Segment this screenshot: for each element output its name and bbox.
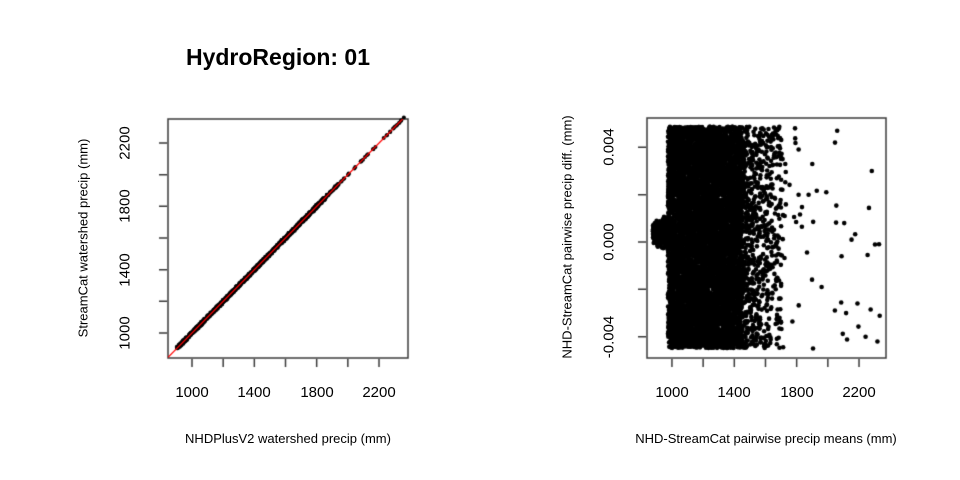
left-plot-y-axis-label: StreamCat watershed precip (mm) bbox=[75, 138, 91, 338]
right-plot-y-tick-label: -0.004 bbox=[600, 315, 618, 359]
left-plot-y-tick-label: 1000 bbox=[116, 316, 134, 350]
left-plot-x-tick-label: 1400 bbox=[237, 384, 271, 401]
left-plot-y-tick-label: 1400 bbox=[116, 253, 134, 287]
left-plot-x-tick-label: 2200 bbox=[362, 384, 396, 401]
right-plot-y-axis-label: NHD-StreamCat pairwise precip diff. (mm) bbox=[559, 115, 575, 359]
left-plot-y-tick-label: 2200 bbox=[116, 126, 134, 160]
right-plot-x-tick-label: 1800 bbox=[780, 384, 814, 401]
left-plot-y-tick-label: 1800 bbox=[116, 189, 134, 223]
right-plot-y-tick-label: 0.004 bbox=[600, 128, 618, 166]
right-plot-x-tick-label: 1000 bbox=[655, 384, 689, 401]
plot-title: HydroRegion: 01 bbox=[185, 44, 371, 70]
left-plot-x-tick-label: 1000 bbox=[175, 384, 209, 401]
left-plot-x-axis-label: NHDPlusV2 watershed precip (mm) bbox=[185, 431, 391, 446]
right-plot-x-tick-label: 1400 bbox=[717, 384, 751, 401]
right-plot-x-axis-label: NHD-StreamCat pairwise precip means (mm) bbox=[635, 431, 897, 446]
left-plot-x-tick-label: 1800 bbox=[300, 384, 334, 401]
right-plot-x-tick-label: 2200 bbox=[842, 384, 876, 401]
right-plot-y-tick-label: 0.000 bbox=[600, 223, 618, 261]
